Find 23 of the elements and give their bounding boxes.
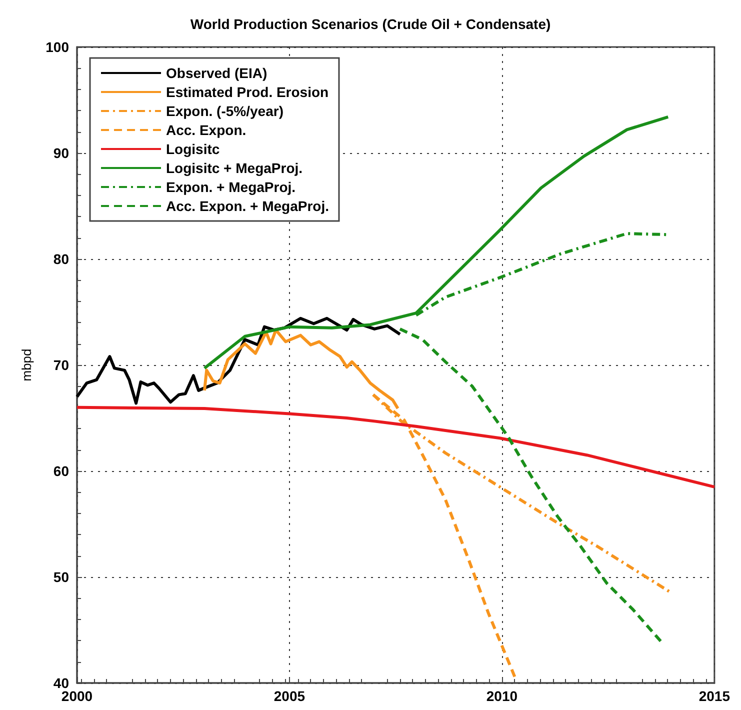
- legend-label: Observed (EIA): [166, 65, 268, 81]
- legend-label: Acc. Expon.: [166, 122, 246, 138]
- y-tick-label: 80: [53, 251, 70, 267]
- line-series: [202, 328, 400, 410]
- legend-label: Acc. Expon. + MegaProj.: [166, 198, 329, 214]
- y-tick-label: 40: [53, 675, 70, 691]
- legend-label: Expon. + MegaProj.: [166, 179, 296, 195]
- legend-label: Logisitc: [166, 141, 220, 157]
- x-tick-label: 2005: [274, 688, 306, 704]
- legend-label: Logisitc + MegaProj.: [166, 160, 303, 176]
- y-tick-label: 60: [53, 463, 70, 479]
- x-tick-label: 2000: [61, 688, 93, 704]
- y-tick-label: 100: [46, 39, 70, 55]
- y-tick-label: 50: [53, 569, 70, 585]
- y-tick-label: 70: [53, 357, 70, 373]
- y-tick-label: 90: [53, 145, 70, 161]
- x-tick-label: 2015: [698, 688, 730, 704]
- x-tick-label: 2010: [486, 688, 518, 704]
- legend-label: Expon. (-5%/year): [166, 103, 284, 119]
- line-series: [76, 406, 716, 488]
- y-axis-title: mbpd: [19, 348, 34, 382]
- chart-title: World Production Scenarios (Crude Oil + Condensate): [190, 16, 551, 32]
- legend-label: Estimated Prod. Erosion: [166, 84, 329, 100]
